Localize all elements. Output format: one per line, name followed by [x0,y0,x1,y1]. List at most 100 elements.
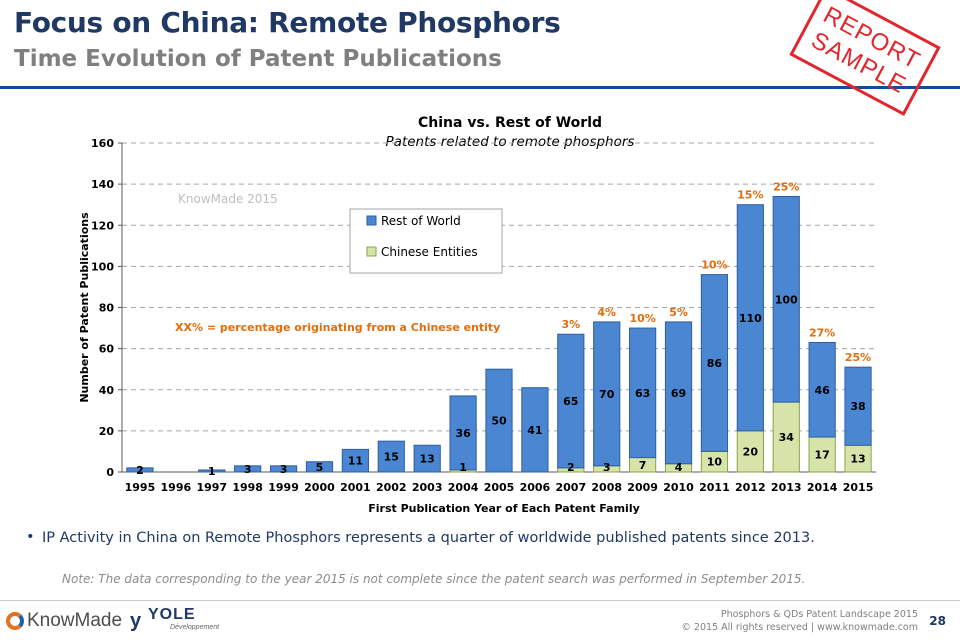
yole-logo-subtext: Développement [170,624,220,631]
data-label-rest-of-world: 1 [208,465,216,478]
y-tick-label: 160 [91,137,114,150]
bar-rest-of-world [269,465,298,473]
x-tick-label: 2000 [304,481,335,494]
x-tick-label: 2011 [699,481,730,494]
data-label-rest-of-world: 46 [814,384,830,397]
percentage-label: 10% [629,312,655,325]
bar-rest-of-world [198,469,226,473]
slide-subtitle: Time Evolution of Patent Publications [14,46,502,72]
x-tick-label: 1999 [268,481,299,494]
footer-copyright: © 2015 All rights reserved | www.knowmad… [681,622,918,633]
bar-rest-of-world [557,333,585,469]
data-label-rest-of-world: 69 [671,387,686,400]
percentage-annotation: XX% = percentage originating from a Chin… [175,321,500,334]
data-label-chinese-entities: 34 [779,431,795,444]
percentage-label: 27% [809,326,835,339]
x-tick-label: 2012 [735,481,766,494]
y-tick-label: 120 [91,219,114,232]
percentage-label: 3% [561,318,580,331]
x-tick-label: 1995 [125,481,156,494]
x-tick-label: 2001 [340,481,371,494]
yole-logo-icon: y [130,610,142,632]
y-tick-label: 60 [99,343,115,356]
y-tick-label: 100 [91,260,114,273]
x-tick-label: 2009 [627,481,658,494]
bar-rest-of-world [126,467,154,473]
data-label-rest-of-world: 50 [491,415,507,428]
x-tick-label: 2005 [484,481,515,494]
data-label-chinese-entities: 20 [743,445,759,458]
data-label-rest-of-world: 63 [635,387,650,400]
bar-rest-of-world [377,440,405,473]
x-tick-label: 2006 [520,481,551,494]
y-tick-label: 20 [99,425,115,438]
x-tick-label: 2014 [807,481,838,494]
chart-subtitle: Patents related to remote phosphors [386,134,635,150]
bar-rest-of-world [808,341,836,438]
yole-logo-text: YOLE [148,606,196,623]
data-label-rest-of-world: 5 [316,461,324,474]
footer-info: Phosphors & QDs Patent Landscape 2015 © … [681,608,918,634]
bar-rest-of-world [593,321,621,467]
slide-title: Focus on China: Remote Phosphors [14,6,561,39]
x-tick-label: 1996 [161,481,192,494]
x-tick-label: 2010 [663,481,694,494]
bar-rest-of-world [234,465,262,473]
y-tick-label: 0 [106,466,114,479]
percentage-label: 5% [669,306,688,319]
data-label-rest-of-world: 38 [850,400,865,413]
x-tick-label: 2002 [376,481,407,494]
bar-rest-of-world [736,204,764,432]
knowmade-logo-icon [6,612,24,630]
bar-rest-of-world [449,395,477,471]
legend-label: Rest of World [381,214,461,228]
x-tick-label: 2003 [412,481,443,494]
data-label-chinese-entities: 17 [814,449,829,462]
bar-rest-of-world [305,461,334,473]
knowmade-logo: KnowMade [6,610,122,632]
data-label-rest-of-world: 41 [527,424,542,437]
bar-rest-of-world [844,366,872,446]
x-tick-label: 2007 [555,481,586,494]
percentage-label: 25% [773,180,799,193]
data-label-rest-of-world: 13 [420,453,435,466]
legend-swatch [366,246,377,257]
footer-report-name: Phosphors & QDs Patent Landscape 2015 [720,609,918,620]
data-label-chinese-entities: 7 [639,459,647,472]
data-label-rest-of-world: 15 [384,451,399,464]
bar-rest-of-world [341,448,369,473]
x-tick-label: 1998 [232,481,263,494]
x-tick-label: 2013 [771,481,802,494]
key-finding-bullet: IP Activity in China on Remote Phosphors… [26,529,815,546]
y-tick-label: 140 [91,178,114,191]
y-tick-label: 80 [99,302,115,315]
legend-label: Chinese Entities [381,245,478,259]
data-label-rest-of-world: 2 [136,464,144,477]
bar-rest-of-world [700,274,729,452]
data-label-rest-of-world: 86 [707,357,723,370]
bar-rest-of-world [413,444,441,473]
bar-rest-of-world [485,368,513,473]
data-label-rest-of-world: 11 [348,455,363,468]
header-divider [0,86,960,89]
x-tick-label: 2015 [843,481,874,494]
page-number: 28 [929,614,946,628]
legend-swatch [366,215,377,226]
percentage-label: 10% [701,259,727,272]
data-label-chinese-entities: 10 [707,456,723,469]
bar-chinese-entities [736,430,764,473]
patent-stacked-bar-chart: China vs. Rest of World Patents related t… [78,115,876,515]
bar-rest-of-world [664,321,693,465]
data-label-rest-of-world: 36 [455,427,471,440]
bar-rest-of-world [521,387,549,473]
data-label-chinese-entities: 4 [675,461,683,474]
data-note: Note: The data corresponding to the year… [62,572,806,586]
x-axis-label: First Publication Year of Each Patent Fa… [368,502,640,515]
x-tick-label: 2004 [448,481,479,494]
data-label-chinese-entities: 13 [850,453,865,466]
report-sample-stamp: REPORT SAMPLE [789,0,941,116]
bar-rest-of-world [629,327,657,459]
data-label-rest-of-world: 3 [280,463,288,476]
knowmade-logo-text: KnowMade [27,610,123,631]
data-label-chinese-entities: 1 [459,461,467,474]
